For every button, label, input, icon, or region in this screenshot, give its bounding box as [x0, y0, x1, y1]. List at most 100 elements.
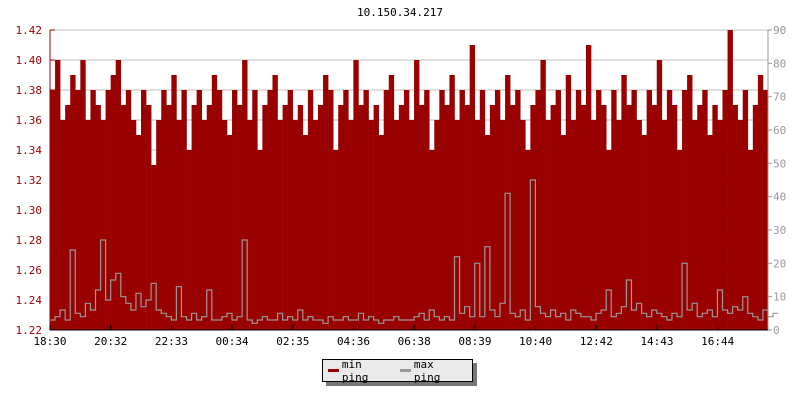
min-ping-bar — [242, 60, 248, 330]
min-ping-bar — [697, 105, 703, 330]
min-ping-bar — [343, 90, 349, 330]
min-ping-bar — [110, 75, 117, 330]
min-ping-bar — [211, 75, 218, 330]
min-ping-bar — [287, 90, 294, 330]
min-ping-bar — [484, 135, 491, 330]
right-tick-label: 40 — [773, 191, 786, 204]
min-ping-bar — [722, 90, 728, 330]
min-ping-bar — [65, 105, 71, 330]
right-tick-label: 20 — [773, 257, 786, 270]
min-ping-bar — [687, 75, 693, 330]
left-tick-label: 1.32 — [16, 174, 43, 187]
min-ping-bar — [166, 105, 172, 330]
min-ping-bar — [70, 75, 76, 330]
min-ping-bar — [105, 90, 111, 330]
min-ping-bar — [237, 105, 243, 330]
min-ping-bar — [156, 120, 162, 330]
min-ping-bar — [191, 105, 197, 330]
min-ping-bar — [221, 120, 228, 330]
x-tick-label: 16:44 — [701, 335, 734, 348]
min-ping-bar — [449, 75, 455, 330]
min-ping-bar — [146, 105, 152, 330]
min-ping-bar — [171, 75, 177, 330]
min-ping-bar — [338, 105, 344, 330]
min-ping-bar — [591, 120, 597, 330]
min-ping-bar — [676, 150, 683, 330]
min-ping-bar — [641, 135, 647, 330]
min-ping-bar — [631, 90, 637, 330]
min-ping-bar — [80, 60, 86, 330]
min-ping-bar — [363, 90, 369, 330]
min-ping-bar — [510, 105, 516, 330]
min-ping-bar — [626, 105, 632, 330]
min-ping-bar — [550, 105, 556, 330]
min-ping-bar — [580, 105, 587, 330]
min-ping-bar — [398, 105, 405, 330]
min-ping-bar — [141, 90, 147, 330]
min-ping-bar — [323, 75, 329, 330]
min-ping-bar — [651, 105, 658, 330]
min-ping-bar — [312, 120, 319, 330]
min-ping-bar — [530, 105, 536, 330]
min-ping-bar — [545, 120, 551, 330]
min-ping-bar — [479, 90, 486, 330]
min-ping-bar — [661, 120, 668, 330]
min-ping-bar — [206, 105, 213, 330]
right-tick-label: 50 — [773, 157, 786, 170]
min-ping-bar — [414, 60, 420, 330]
min-ping-bar — [115, 60, 122, 330]
min-ping-bar — [90, 90, 96, 330]
min-ping-bar — [262, 105, 268, 330]
legend-label-max: max ping — [413, 357, 441, 384]
min-ping-bar — [732, 105, 738, 330]
x-tick-label: 18:30 — [33, 335, 66, 348]
min-ping-bar — [515, 90, 521, 330]
min-ping-bar — [277, 120, 283, 330]
min-ping-bar — [717, 120, 723, 330]
min-ping-bar — [702, 90, 708, 330]
min-ping-bar — [646, 90, 653, 330]
legend-item-min: min ping — [328, 358, 394, 384]
right-tick-label: 0 — [773, 324, 780, 337]
legend: min ping max ping — [322, 357, 473, 384]
min-ping-bar — [252, 90, 258, 330]
min-ping-bar — [151, 165, 157, 330]
min-ping-bar — [383, 90, 390, 330]
min-ping-bar — [747, 150, 754, 330]
min-ping-bar — [55, 60, 61, 330]
min-ping-bar — [348, 120, 354, 330]
min-ping-bar — [737, 120, 744, 330]
min-ping-bar — [474, 120, 481, 330]
min-ping-bar — [282, 105, 288, 330]
min-ping-bar — [393, 120, 400, 330]
min-ping-bar — [176, 120, 182, 330]
min-ping-bar — [100, 120, 106, 330]
left-tick-label: 1.22 — [16, 324, 43, 337]
left-tick-label: 1.36 — [16, 114, 43, 127]
right-tick-label: 90 — [773, 24, 786, 37]
x-tick-label: 04:36 — [337, 335, 370, 348]
min-ping-bar — [540, 60, 546, 330]
min-ping-bar — [60, 120, 66, 330]
min-ping-bar — [267, 90, 273, 330]
legend-swatch-max — [400, 369, 411, 372]
x-tick-label: 22:33 — [155, 335, 188, 348]
x-tick-label: 20:32 — [94, 335, 127, 348]
min-ping-bar — [505, 75, 511, 330]
min-ping-bar — [666, 90, 673, 330]
min-ping-bar — [585, 45, 592, 330]
min-ping-bar — [130, 120, 137, 330]
min-ping-bar — [333, 150, 339, 330]
x-tick-label: 08:39 — [458, 335, 491, 348]
min-ping-bar — [742, 90, 749, 330]
min-ping-bar — [257, 150, 263, 330]
min-ping-bar — [95, 105, 101, 330]
min-ping-bar — [135, 135, 142, 330]
x-tick-label: 06:38 — [398, 335, 431, 348]
min-ping-bar — [469, 45, 476, 330]
min-ping-bar — [439, 90, 445, 330]
min-ping-bar — [125, 90, 132, 330]
min-ping-bar — [525, 150, 531, 330]
left-tick-label: 1.38 — [16, 84, 43, 97]
x-tick-label: 02:35 — [276, 335, 309, 348]
